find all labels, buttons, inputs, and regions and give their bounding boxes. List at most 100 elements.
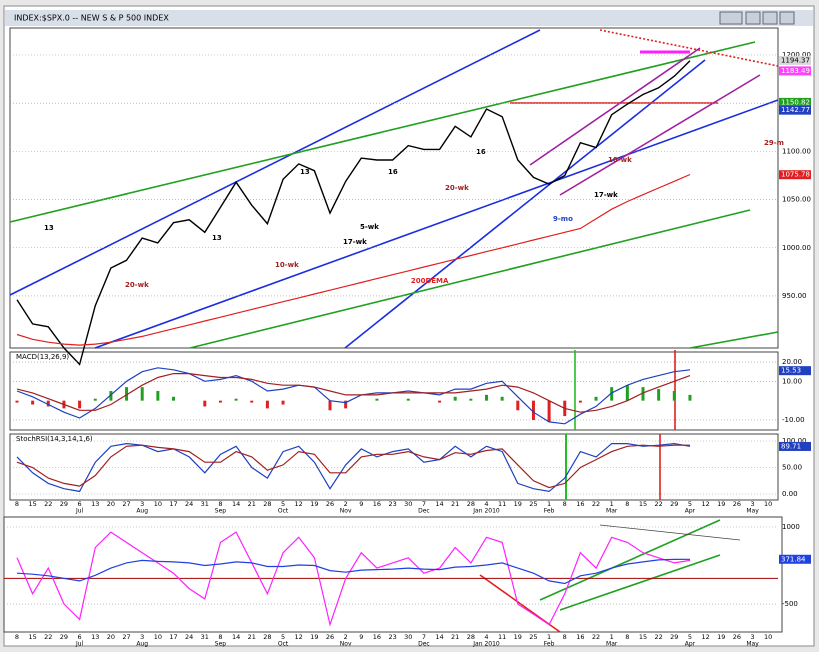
x-tick-label: 1 xyxy=(610,633,614,641)
histogram-bar xyxy=(516,400,520,411)
annotation: 16 xyxy=(476,148,486,156)
annotation: 13 xyxy=(300,168,310,176)
x-month-label: Apr xyxy=(685,508,696,515)
histogram-bar xyxy=(344,400,348,409)
value-box xyxy=(779,55,811,65)
x-tick-label: 10 xyxy=(764,500,772,508)
x-tick-label: 2 xyxy=(344,633,348,641)
x-tick-label: 9 xyxy=(359,500,363,508)
x-month-label: Feb xyxy=(544,641,555,648)
x-tick-label: 8 xyxy=(625,633,629,641)
x-tick-label: 8 xyxy=(563,500,567,508)
value-box xyxy=(779,554,811,564)
x-tick-label: 8 xyxy=(563,633,567,641)
y-tick-label: -500 xyxy=(782,600,798,608)
x-tick-label: 19 xyxy=(717,633,725,641)
x-tick-label: 10 xyxy=(154,500,162,508)
x-tick-label: 16 xyxy=(373,500,381,508)
x-tick-label: 22 xyxy=(655,500,663,508)
x-tick-label: 8 xyxy=(218,500,222,508)
x-tick-label: 19 xyxy=(514,500,522,508)
x-tick-label: 10 xyxy=(764,633,772,641)
histogram-bar xyxy=(203,400,207,407)
series-line xyxy=(16,367,691,425)
x-tick-label: 24 xyxy=(185,500,193,508)
x-month-label: Jul xyxy=(75,508,84,515)
histogram-bar xyxy=(547,400,551,422)
close-button[interactable] xyxy=(779,11,795,25)
x-month-label: Dec xyxy=(418,508,430,515)
histogram-bar xyxy=(93,398,97,401)
x-tick-label: 11 xyxy=(498,500,506,508)
value-box-label: 1183.49 xyxy=(781,67,810,75)
x-tick-label: 8 xyxy=(15,633,19,641)
x-tick-label: 21 xyxy=(451,500,459,508)
value-box xyxy=(779,97,811,107)
series-line xyxy=(16,442,691,493)
x-tick-label: 28 xyxy=(467,500,475,508)
value-box xyxy=(779,170,811,180)
x-tick-label: 22 xyxy=(655,633,663,641)
x-tick-label: 22 xyxy=(44,500,52,508)
x-tick-label: 7 xyxy=(422,633,426,641)
x-tick-label: 14 xyxy=(435,633,443,641)
x-tick-label: 29 xyxy=(670,633,678,641)
x-month-label: Aug xyxy=(136,641,148,648)
histogram-bar xyxy=(406,398,410,401)
window-title: INDEX:$SPX.0 -- NEW S & P 500 INDEX xyxy=(14,14,169,23)
x-tick-label: 27 xyxy=(122,633,130,641)
x-tick-label: 17 xyxy=(169,633,177,641)
x-tick-label: 8 xyxy=(625,500,629,508)
value-box-label: 371.84 xyxy=(781,555,806,563)
x-tick-label: 2 xyxy=(344,500,348,508)
y-tick-label: 10.00 xyxy=(782,377,802,385)
x-month-label: Mar xyxy=(606,641,618,648)
histogram-bar xyxy=(375,398,379,401)
maximize-button[interactable] xyxy=(762,11,778,25)
x-tick-label: 15 xyxy=(639,633,647,641)
x-tick-label: 31 xyxy=(201,500,209,508)
x-month-label: Dec xyxy=(418,641,430,648)
annotation: 13 xyxy=(44,224,54,232)
histogram-bar xyxy=(641,387,645,401)
x-tick-label: 26 xyxy=(326,633,334,641)
histogram-bar xyxy=(234,398,238,401)
x-tick-label: 11 xyxy=(498,633,506,641)
x-tick-label: 23 xyxy=(388,500,396,508)
x-tick-label: 6 xyxy=(78,500,82,508)
histogram-bar xyxy=(453,396,457,401)
x-tick-label: 14 xyxy=(435,500,443,508)
x-tick-label: 22 xyxy=(592,500,600,508)
x-tick-label: 16 xyxy=(576,633,584,641)
value-box-label: 1142.77 xyxy=(781,106,810,114)
series-line xyxy=(16,558,691,585)
x-tick-label: 27 xyxy=(122,500,130,508)
value-box xyxy=(779,66,811,76)
minimize-button[interactable] xyxy=(745,11,761,25)
value-box xyxy=(779,366,811,376)
x-tick-label: 12 xyxy=(295,500,303,508)
annotation: 17-wk xyxy=(343,238,367,246)
histogram-bar xyxy=(469,398,473,401)
histogram-bar xyxy=(46,400,50,407)
x-tick-label: 13 xyxy=(91,633,99,641)
histogram-bar xyxy=(156,391,160,401)
x-tick-label: 16 xyxy=(373,633,381,641)
x-tick-label: 12 xyxy=(701,633,709,641)
value-box-label: 1075.78 xyxy=(781,171,810,179)
x-tick-label: 25 xyxy=(529,633,537,641)
x-tick-label: 5 xyxy=(281,500,285,508)
histogram-bar xyxy=(31,400,35,405)
x-tick-label: 15 xyxy=(29,500,37,508)
histogram-bar xyxy=(218,400,222,403)
x-month-label: Jan 2010 xyxy=(472,641,500,648)
x-tick-label: 15 xyxy=(29,633,37,641)
menu-button[interactable] xyxy=(719,11,743,25)
x-tick-label: 20 xyxy=(107,633,115,641)
x-tick-label: 26 xyxy=(733,500,741,508)
x-tick-label: 17 xyxy=(169,500,177,508)
histogram-bar xyxy=(78,400,82,409)
panel-title: StochRSI(14,3,14,1,6) xyxy=(16,435,93,443)
x-tick-label: 8 xyxy=(218,633,222,641)
